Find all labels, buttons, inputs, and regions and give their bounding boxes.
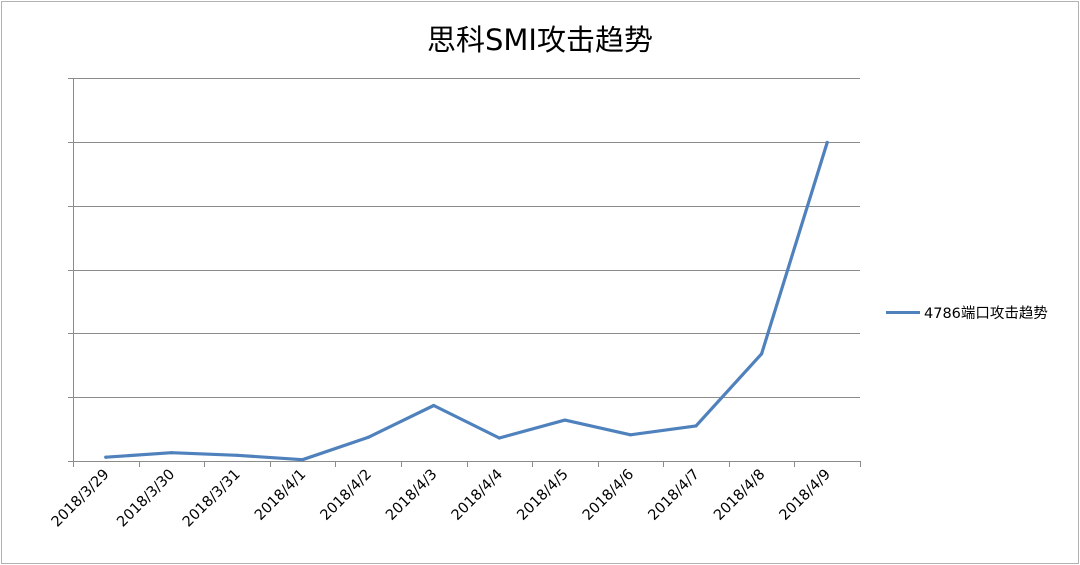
- chart-legend: 4786端口攻击趋势: [886, 301, 1048, 323]
- x-tick-label: 2018/4/8: [711, 467, 768, 524]
- data-point: [694, 424, 698, 428]
- data-point: [563, 418, 567, 422]
- data-point: [825, 140, 829, 145]
- data-point: [169, 451, 173, 455]
- data-point: [432, 403, 436, 408]
- x-tick-label: 2018/4/3: [383, 467, 440, 524]
- x-tick-label: 2018/3/29: [49, 467, 113, 531]
- data-point: [760, 352, 764, 356]
- data-point: [235, 453, 239, 457]
- legend-swatch: [886, 310, 920, 314]
- x-tick-label: 2018/3/31: [180, 467, 244, 531]
- chart-title: 思科SMI攻击趋势: [427, 23, 653, 57]
- x-tick-label: 2018/4/1: [252, 467, 309, 524]
- data-point: [300, 458, 305, 462]
- x-tick-label: 2018/4/4: [449, 467, 506, 524]
- x-tick-label: 2018/4/2: [318, 467, 375, 524]
- legend-label: 4786端口攻击趋势: [924, 305, 1048, 322]
- data-point: [497, 436, 501, 440]
- x-tick-label: 2018/4/5: [514, 467, 571, 524]
- data-point: [104, 455, 108, 459]
- x-tick-label: 2018/4/7: [646, 467, 703, 524]
- x-tick-label: 2018/3/30: [114, 467, 178, 531]
- x-tick-label: 2018/4/6: [580, 467, 637, 524]
- data-point: [366, 435, 370, 439]
- series-line-0: [104, 140, 829, 462]
- x-tick-label: 2018/4/9: [777, 467, 834, 524]
- data-point: [628, 433, 633, 437]
